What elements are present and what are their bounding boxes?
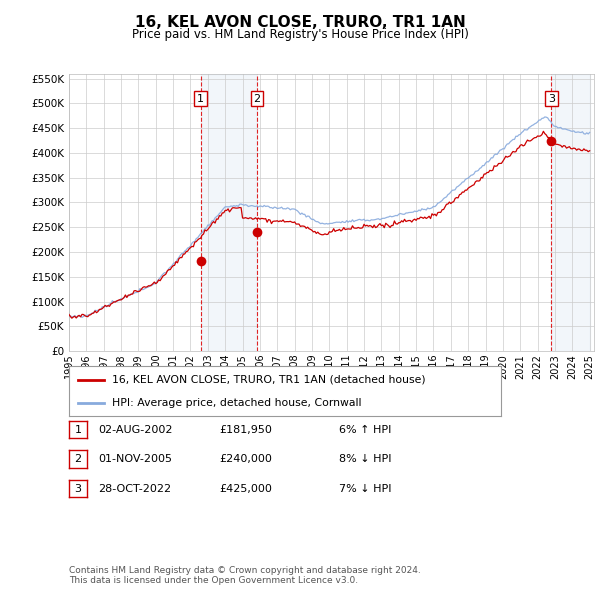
Text: £181,950: £181,950 [219, 425, 272, 434]
Text: 1: 1 [74, 425, 82, 434]
Text: 3: 3 [74, 484, 82, 493]
Text: 02-AUG-2002: 02-AUG-2002 [98, 425, 172, 434]
Text: Contains HM Land Registry data © Crown copyright and database right 2024.
This d: Contains HM Land Registry data © Crown c… [69, 566, 421, 585]
Text: Price paid vs. HM Land Registry's House Price Index (HPI): Price paid vs. HM Land Registry's House … [131, 28, 469, 41]
Text: 16, KEL AVON CLOSE, TRURO, TR1 1AN (detached house): 16, KEL AVON CLOSE, TRURO, TR1 1AN (deta… [112, 375, 426, 385]
Text: 6% ↑ HPI: 6% ↑ HPI [339, 425, 391, 434]
Text: 2: 2 [253, 93, 260, 103]
Text: £240,000: £240,000 [219, 454, 272, 464]
Bar [200, 74, 257, 351]
Text: 3: 3 [548, 93, 555, 103]
Text: 7% ↓ HPI: 7% ↓ HPI [339, 484, 392, 493]
Bar [551, 74, 590, 351]
Text: 16, KEL AVON CLOSE, TRURO, TR1 1AN: 16, KEL AVON CLOSE, TRURO, TR1 1AN [134, 15, 466, 30]
Text: 8% ↓ HPI: 8% ↓ HPI [339, 454, 392, 464]
Text: 28-OCT-2022: 28-OCT-2022 [98, 484, 171, 493]
Text: HPI: Average price, detached house, Cornwall: HPI: Average price, detached house, Corn… [112, 398, 362, 408]
Text: 1: 1 [197, 93, 204, 103]
Text: 2: 2 [74, 454, 82, 464]
Text: 01-NOV-2005: 01-NOV-2005 [98, 454, 172, 464]
Text: £425,000: £425,000 [219, 484, 272, 493]
